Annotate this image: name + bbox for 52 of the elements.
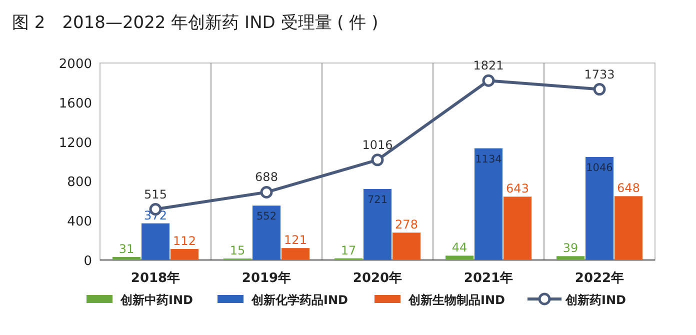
x-tick-label: 2020年 (352, 271, 402, 286)
point (482, 74, 495, 87)
data-label: 31 (118, 242, 134, 256)
y-tick-label: 1200 (58, 136, 92, 151)
y-tick-label: 400 (67, 214, 92, 230)
data-label: 112 (173, 234, 196, 248)
data-label: 1134 (475, 153, 502, 166)
legend-label: 创新生物制品IND (408, 293, 506, 307)
bar (586, 156, 614, 260)
legend-label: 创新药IND (564, 293, 626, 307)
point (371, 154, 384, 166)
x-tick-label: 2018年 (130, 271, 180, 286)
y-tick-label: 1600 (58, 96, 92, 112)
data-label: 688 (255, 170, 278, 184)
bar (614, 196, 642, 260)
chart-title: 图 2 2018—2022 年创新药 IND 受理量 ( 件 ) (12, 13, 378, 33)
y-tick-label: 0 (84, 254, 92, 269)
bar (556, 256, 584, 260)
bar (392, 232, 420, 260)
data-label: 121 (284, 233, 307, 248)
data-label: 721 (367, 194, 388, 206)
x-tick-label: 2019年 (242, 271, 292, 286)
bar (446, 256, 474, 260)
data-label: 39 (562, 241, 578, 256)
bar (252, 206, 280, 260)
data-label: 15 (230, 244, 246, 258)
bar (142, 223, 170, 260)
bar (112, 256, 140, 260)
data-label: 1821 (473, 58, 504, 73)
y-tick-label: 2000 (58, 57, 92, 72)
bar (170, 248, 198, 260)
bar (474, 148, 502, 260)
bar (282, 248, 310, 260)
data-label: 515 (144, 187, 167, 202)
data-label: 278 (395, 218, 418, 232)
data-label: 44 (452, 240, 468, 255)
data-label: 1016 (362, 138, 393, 152)
data-label: 17 (340, 243, 356, 258)
legend-label: 创新中药IND (120, 293, 194, 307)
data-label: 643 (506, 182, 529, 196)
y-tick-label: 800 (67, 175, 92, 190)
data-label: 1733 (584, 67, 615, 82)
bar (364, 188, 392, 260)
point (593, 83, 606, 96)
data-label: 648 (617, 181, 640, 196)
bar (504, 196, 532, 260)
data-label: 1046 (586, 162, 614, 174)
point (260, 186, 273, 198)
x-tick-label: 2022年 (574, 271, 624, 286)
data-label: 552 (256, 210, 277, 223)
x-tick-label: 2021年 (464, 271, 514, 286)
legend-label: 创新化学药品IND (250, 293, 348, 307)
